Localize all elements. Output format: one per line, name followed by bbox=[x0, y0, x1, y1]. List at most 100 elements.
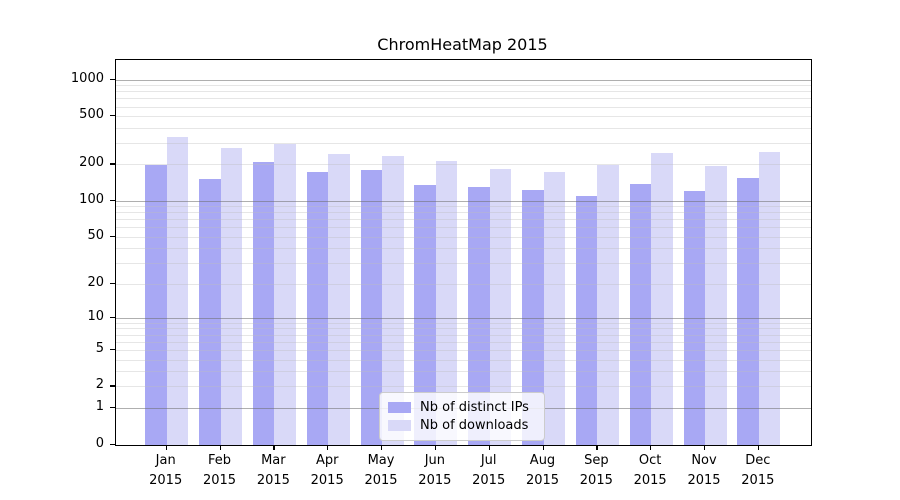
y-tick-label: 10 bbox=[87, 308, 104, 324]
y-tick-mark bbox=[110, 385, 115, 387]
y-tick-mark bbox=[110, 406, 115, 409]
y-tick-label: 50 bbox=[87, 227, 104, 243]
bar-downloads bbox=[166, 137, 189, 445]
y-tick-mark bbox=[110, 163, 115, 165]
bar-distinct-ips bbox=[414, 184, 436, 445]
y-tick-label: 0 bbox=[95, 435, 104, 451]
bar-downloads bbox=[489, 168, 512, 445]
x-tick-mark bbox=[381, 444, 383, 450]
bar-downloads bbox=[220, 148, 243, 445]
x-tick-label: Feb 2015 bbox=[202, 453, 237, 489]
bar-downloads bbox=[328, 154, 350, 445]
legend-swatch bbox=[388, 419, 411, 431]
gridline-minor bbox=[116, 248, 811, 250]
gridline-minor bbox=[116, 334, 811, 336]
bar-distinct-ips bbox=[360, 169, 383, 445]
legend-label: Nb of distinct IPs bbox=[420, 400, 529, 415]
bar-downloads bbox=[705, 165, 727, 445]
bar-downloads bbox=[543, 172, 565, 445]
y-tick-label: 5 bbox=[95, 340, 104, 356]
gridline-minor bbox=[116, 91, 811, 93]
gridline-minor bbox=[116, 143, 811, 145]
x-tick-label: Jun 2015 bbox=[418, 453, 452, 489]
y-tick-label: 1000 bbox=[70, 70, 104, 86]
legend-swatch bbox=[388, 402, 411, 413]
gridline-minor bbox=[116, 341, 811, 343]
legend-item: Nb of distinct IPs bbox=[388, 400, 536, 416]
y-tick-mark bbox=[110, 199, 115, 201]
bar-distinct-ips bbox=[252, 162, 275, 445]
chart-title: ChromHeatMap 2015 bbox=[377, 35, 548, 54]
x-tick-mark bbox=[596, 444, 598, 450]
x-tick-mark bbox=[650, 444, 652, 450]
bar-distinct-ips bbox=[145, 165, 167, 445]
x-tick-mark bbox=[327, 444, 329, 450]
gridline-minor bbox=[116, 212, 811, 214]
y-tick-label: 20 bbox=[87, 274, 104, 290]
legend-item: Nb of downloads bbox=[388, 417, 536, 433]
y-tick-label: 200 bbox=[79, 155, 104, 171]
y-tick-mark bbox=[110, 115, 115, 117]
gridline-minor bbox=[116, 98, 811, 100]
gridline-major bbox=[116, 317, 811, 319]
x-tick-label: May 2015 bbox=[364, 453, 398, 489]
y-tick-label: 500 bbox=[79, 107, 104, 123]
y-tick-mark bbox=[110, 316, 115, 319]
x-tick-mark bbox=[488, 444, 490, 450]
bar-distinct-ips bbox=[306, 172, 329, 445]
x-tick-label: Dec 2015 bbox=[741, 453, 775, 489]
bar-downloads bbox=[651, 152, 673, 445]
plot-area bbox=[115, 59, 812, 446]
x-tick-label: Jul 2015 bbox=[472, 453, 506, 489]
gridline-minor bbox=[116, 164, 811, 166]
bar-downloads bbox=[597, 164, 619, 445]
bar-downloads bbox=[274, 144, 296, 445]
x-tick-label: Aug 2015 bbox=[525, 453, 560, 489]
bar-downloads bbox=[435, 161, 458, 445]
gridline-minor bbox=[116, 206, 811, 208]
bar-distinct-ips bbox=[575, 195, 598, 445]
x-tick-label: Jan 2015 bbox=[149, 453, 183, 489]
gridline-minor bbox=[116, 322, 811, 324]
y-tick-label: 100 bbox=[79, 191, 104, 207]
gridline-minor bbox=[116, 219, 811, 221]
x-tick-label: Oct 2015 bbox=[633, 453, 667, 489]
gridline-minor bbox=[116, 127, 811, 129]
gridline-minor bbox=[116, 283, 811, 285]
legend-label: Nb of downloads bbox=[420, 417, 529, 433]
y-tick-mark bbox=[110, 235, 115, 238]
gridline-minor bbox=[116, 349, 811, 351]
gridline-minor bbox=[116, 227, 811, 229]
gridline-major bbox=[116, 79, 811, 81]
gridline-minor bbox=[116, 116, 811, 118]
bar-distinct-ips bbox=[468, 186, 490, 445]
bar-downloads bbox=[382, 155, 404, 445]
x-tick-label: Mar 2015 bbox=[256, 453, 290, 489]
bar-distinct-ips bbox=[629, 183, 652, 445]
gridline-minor bbox=[116, 106, 811, 108]
gridline-minor bbox=[116, 359, 811, 361]
gridline-minor bbox=[116, 371, 811, 373]
x-tick-mark bbox=[542, 444, 544, 450]
x-tick-label: Apr 2015 bbox=[310, 453, 344, 489]
y-tick-label: 2 bbox=[95, 377, 104, 393]
bar-distinct-ips bbox=[737, 178, 759, 445]
bar-downloads bbox=[758, 152, 781, 445]
gridline-minor bbox=[116, 236, 811, 238]
legend: Nb of distinct IPs Nb of downloads bbox=[379, 392, 545, 441]
y-tick-mark bbox=[110, 348, 115, 351]
gridline-minor bbox=[116, 85, 811, 87]
y-tick-label: 1 bbox=[95, 398, 104, 414]
gridline-minor bbox=[116, 328, 811, 330]
y-tick-mark bbox=[110, 443, 115, 445]
x-tick-mark bbox=[704, 444, 706, 450]
x-tick-mark bbox=[434, 444, 437, 450]
y-tick-mark bbox=[110, 78, 115, 80]
gridline-major bbox=[116, 200, 811, 202]
x-tick-mark bbox=[219, 444, 221, 450]
x-tick-mark bbox=[757, 444, 760, 450]
bar-distinct-ips bbox=[522, 189, 544, 445]
x-tick-mark bbox=[165, 444, 167, 450]
gridline-minor bbox=[116, 386, 811, 388]
